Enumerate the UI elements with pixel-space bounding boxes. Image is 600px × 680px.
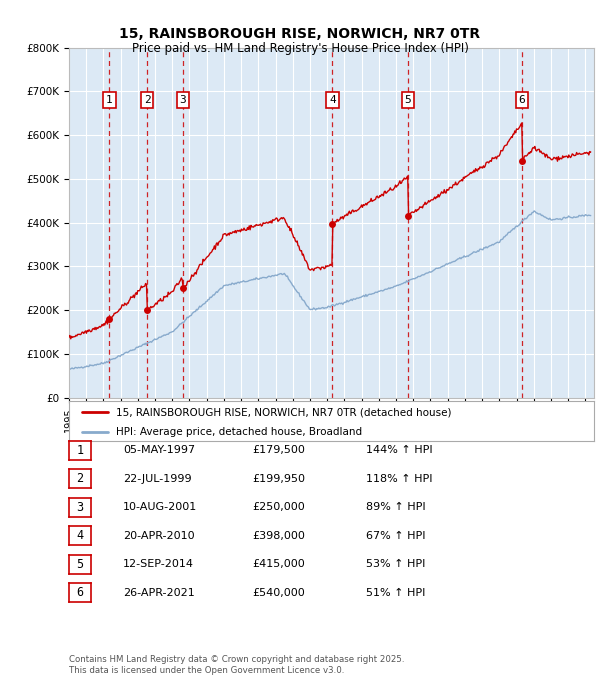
Text: 3: 3 [179,95,186,105]
Text: 4: 4 [329,95,336,105]
Text: 2: 2 [76,472,83,486]
Text: 144% ↑ HPI: 144% ↑ HPI [366,445,433,455]
Text: 5: 5 [76,558,83,571]
Text: 10-AUG-2001: 10-AUG-2001 [123,503,197,512]
Text: £540,000: £540,000 [252,588,305,598]
Text: 15, RAINSBOROUGH RISE, NORWICH, NR7 0TR: 15, RAINSBOROUGH RISE, NORWICH, NR7 0TR [119,27,481,41]
Text: 15, RAINSBOROUGH RISE, NORWICH, NR7 0TR (detached house): 15, RAINSBOROUGH RISE, NORWICH, NR7 0TR … [116,407,452,418]
Text: 26-APR-2021: 26-APR-2021 [123,588,195,598]
Text: 53% ↑ HPI: 53% ↑ HPI [366,560,425,569]
Text: 1: 1 [76,443,83,457]
Text: 05-MAY-1997: 05-MAY-1997 [123,445,195,455]
Text: Contains HM Land Registry data © Crown copyright and database right 2025.
This d: Contains HM Land Registry data © Crown c… [69,655,404,675]
Text: 22-JUL-1999: 22-JUL-1999 [123,474,191,483]
Text: £179,500: £179,500 [252,445,305,455]
Text: £250,000: £250,000 [252,503,305,512]
Text: 6: 6 [76,586,83,600]
Text: 6: 6 [518,95,526,105]
Text: £398,000: £398,000 [252,531,305,541]
Text: 4: 4 [76,529,83,543]
Text: 20-APR-2010: 20-APR-2010 [123,531,194,541]
Text: 51% ↑ HPI: 51% ↑ HPI [366,588,425,598]
Text: 3: 3 [76,500,83,514]
Text: £415,000: £415,000 [252,560,305,569]
Text: 118% ↑ HPI: 118% ↑ HPI [366,474,433,483]
Text: 67% ↑ HPI: 67% ↑ HPI [366,531,425,541]
Text: HPI: Average price, detached house, Broadland: HPI: Average price, detached house, Broa… [116,427,362,437]
Text: 2: 2 [144,95,151,105]
Text: Price paid vs. HM Land Registry's House Price Index (HPI): Price paid vs. HM Land Registry's House … [131,42,469,55]
Text: 12-SEP-2014: 12-SEP-2014 [123,560,194,569]
Text: 1: 1 [106,95,113,105]
Text: 89% ↑ HPI: 89% ↑ HPI [366,503,425,512]
Text: 5: 5 [405,95,412,105]
Text: £199,950: £199,950 [252,474,305,483]
